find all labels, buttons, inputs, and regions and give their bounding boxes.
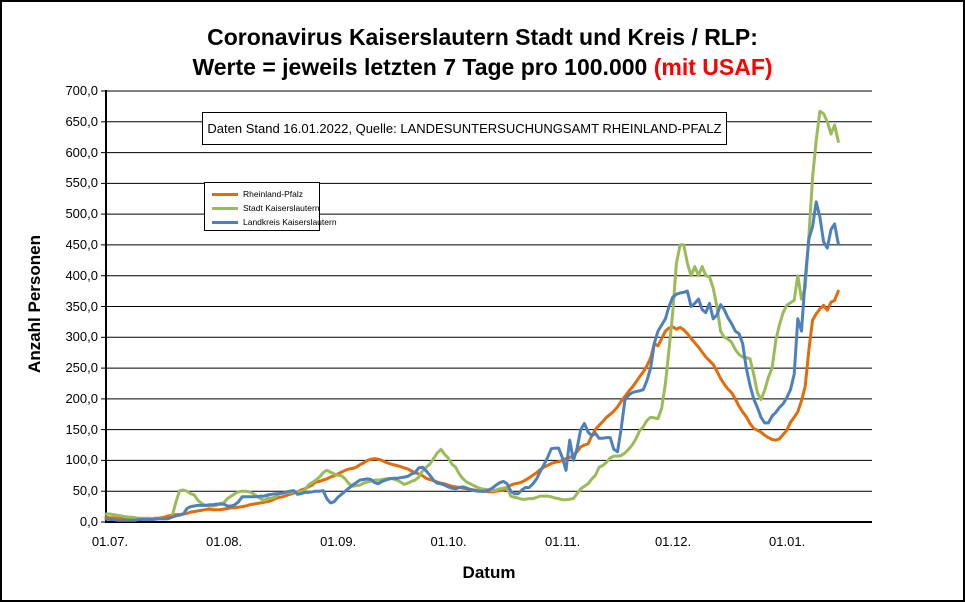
- y-tick-label: 100,0: [65, 452, 98, 468]
- y-tick-label: 350,0: [65, 298, 98, 314]
- y-tick-label: 150,0: [65, 421, 98, 437]
- chart-title-highlight: (mit USAF): [653, 54, 773, 80]
- chart-title: Coronavirus Kaiserslautern Stadt und Kre…: [2, 22, 963, 82]
- legend-label: Stadt Kaiserslautern: [243, 203, 320, 213]
- y-tick-label: 250,0: [65, 360, 98, 376]
- series-line-landkreis-kaiserslautern: [104, 200, 840, 522]
- legend-item-landkreis-kaiserslautern: Landkreis Kaiserslautern: [212, 215, 337, 229]
- x-tick-label: 01.10.: [430, 534, 467, 549]
- y-tick-label: 50,0: [72, 483, 98, 499]
- y-tick-label: 550,0: [65, 175, 98, 191]
- y-tick-label: 0,0: [79, 514, 98, 529]
- y-tick-label: 650,0: [65, 113, 98, 129]
- x-tick-label: 01.11.: [545, 534, 581, 549]
- chart-title-line2: Werte = jeweils letzten 7 Tage pro 100.0…: [2, 52, 963, 82]
- y-tick-label: 600,0: [65, 144, 98, 160]
- x-tick-label: 01.12.: [654, 534, 692, 549]
- x-tick-label: 01.01.: [769, 534, 806, 549]
- y-tick-label: 700,0: [65, 83, 98, 98]
- legend-item-stadt-kaiserslautern: Stadt Kaiserslautern: [212, 201, 320, 215]
- legend-label: Landkreis Kaiserslautern: [243, 217, 337, 227]
- y-tick-label: 400,0: [65, 267, 98, 283]
- y-tick-label: 300,0: [65, 329, 98, 345]
- x-tick-label: 01.08.: [206, 534, 243, 549]
- legend-line-swatch: [212, 220, 238, 224]
- data-source-annotation-text: Daten Stand 16.01.2022, Quelle: LANDESUN…: [207, 121, 722, 136]
- chart-title-line1: Coronavirus Kaiserslautern Stadt und Kre…: [207, 24, 758, 50]
- legend-line-swatch: [212, 192, 238, 196]
- chart-title-line2-main: Werte = jeweils letzten 7 Tage pro 100.0…: [192, 54, 654, 80]
- x-axis-title: Datum: [462, 563, 516, 582]
- y-tick-label: 450,0: [65, 236, 98, 252]
- legend-label: Rheinland-Pfalz: [243, 189, 304, 199]
- y-tick-label: 200,0: [65, 390, 98, 406]
- y-tick-label: 500,0: [65, 206, 98, 222]
- legend-line-swatch: [212, 206, 238, 210]
- legend: Rheinland-Pfalz Stadt Kaiserslautern Lan…: [204, 182, 337, 231]
- x-tick-label: 01.07.: [91, 534, 129, 549]
- series-line-stadt-kaiserslautern: [104, 109, 840, 521]
- legend-item-rheinland-pfalz: Rheinland-Pfalz: [212, 187, 319, 201]
- x-tick-label: 01.09.: [320, 534, 357, 549]
- data-source-annotation-box: Daten Stand 16.01.2022, Quelle: LANDESUN…: [202, 112, 727, 145]
